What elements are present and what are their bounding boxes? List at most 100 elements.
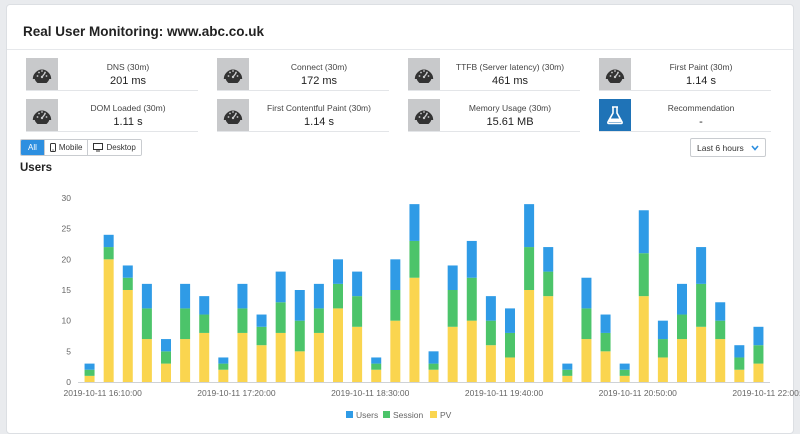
bar-pv[interactable] — [199, 332, 210, 382]
bar-session[interactable] — [505, 332, 515, 358]
bar-session[interactable] — [237, 308, 248, 333]
bar-session[interactable] — [524, 247, 535, 290]
bar-session[interactable] — [199, 314, 210, 333]
bar-session[interactable] — [371, 363, 382, 370]
bar-session[interactable] — [638, 253, 649, 297]
bar-pv[interactable] — [734, 369, 745, 382]
bar-pv[interactable] — [466, 320, 477, 382]
bar-users[interactable] — [218, 357, 229, 364]
bar-pv[interactable] — [505, 357, 515, 382]
filter-mobile-button[interactable]: Mobile — [43, 140, 88, 155]
bar-users[interactable] — [180, 283, 191, 309]
bar-pv[interactable] — [84, 375, 95, 382]
bar-session[interactable] — [180, 308, 191, 340]
bar-users[interactable] — [371, 357, 382, 364]
bar-session[interactable] — [313, 308, 324, 333]
bar-session[interactable] — [696, 283, 707, 327]
bar-users[interactable] — [428, 351, 439, 364]
bar-pv[interactable] — [275, 332, 286, 382]
bar-users[interactable] — [333, 259, 343, 284]
bar-pv[interactable] — [180, 339, 191, 382]
bar-users[interactable] — [199, 296, 210, 315]
bar-users[interactable] — [141, 283, 152, 309]
bar-users[interactable] — [275, 271, 286, 303]
bar-session[interactable] — [161, 351, 171, 364]
bar-session[interactable] — [103, 247, 114, 260]
bar-users[interactable] — [734, 345, 745, 358]
bar-users[interactable] — [562, 363, 573, 370]
bar-pv[interactable] — [390, 320, 401, 382]
bar-pv[interactable] — [600, 351, 611, 382]
bar-pv[interactable] — [256, 345, 267, 382]
bar-pv[interactable] — [715, 339, 726, 382]
bar-pv[interactable] — [313, 332, 324, 382]
filter-desktop-button[interactable]: Desktop — [87, 140, 141, 155]
bar-session[interactable] — [677, 314, 687, 340]
bar-users[interactable] — [161, 339, 171, 352]
bar-session[interactable] — [390, 290, 401, 321]
bar-session[interactable] — [122, 277, 133, 290]
bar-pv[interactable] — [753, 363, 764, 382]
bar-pv[interactable] — [447, 326, 458, 382]
bar-session[interactable] — [447, 290, 458, 327]
bar-pv[interactable] — [485, 345, 496, 382]
bar-session[interactable] — [600, 332, 611, 352]
bar-users[interactable] — [505, 308, 515, 333]
bar-users[interactable] — [485, 296, 496, 321]
bar-users[interactable] — [103, 234, 114, 248]
bar-session[interactable] — [619, 369, 630, 376]
bar-session[interactable] — [715, 320, 726, 340]
bar-session[interactable] — [428, 363, 439, 370]
bar-users[interactable] — [409, 204, 420, 241]
bar-pv[interactable] — [696, 326, 707, 382]
legend-label[interactable]: Session — [393, 410, 424, 420]
bar-pv[interactable] — [103, 259, 114, 382]
bar-users[interactable] — [543, 247, 554, 272]
bar-session[interactable] — [657, 339, 668, 358]
bar-users[interactable] — [657, 320, 668, 340]
bar-users[interactable] — [294, 290, 305, 321]
bar-pv[interactable] — [122, 290, 133, 382]
bar-session[interactable] — [275, 302, 286, 333]
bar-users[interactable] — [619, 363, 630, 370]
bar-pv[interactable] — [524, 290, 535, 382]
bar-users[interactable] — [466, 240, 477, 278]
bar-users[interactable] — [237, 283, 248, 309]
bar-users[interactable] — [447, 265, 458, 290]
time-range-select[interactable]: Last 6 hours — [690, 138, 766, 157]
bar-users[interactable] — [638, 210, 649, 254]
bar-users[interactable] — [753, 326, 764, 346]
bar-pv[interactable] — [638, 296, 649, 382]
bar-pv[interactable] — [409, 277, 420, 382]
bar-users[interactable] — [352, 271, 363, 297]
bar-users[interactable] — [677, 283, 687, 315]
bar-session[interactable] — [141, 308, 152, 340]
bar-pv[interactable] — [677, 339, 687, 382]
legend-label[interactable]: PV — [440, 410, 452, 420]
bar-pv[interactable] — [352, 326, 363, 382]
bar-pv[interactable] — [619, 375, 630, 382]
bar-users[interactable] — [256, 314, 267, 327]
bar-session[interactable] — [409, 240, 420, 278]
bar-session[interactable] — [333, 283, 343, 309]
bar-users[interactable] — [600, 314, 611, 333]
bar-session[interactable] — [218, 363, 229, 370]
bar-session[interactable] — [84, 369, 95, 376]
bar-session[interactable] — [256, 326, 267, 346]
bar-session[interactable] — [734, 357, 745, 370]
bar-pv[interactable] — [581, 339, 592, 382]
bar-users[interactable] — [524, 204, 535, 248]
bar-pv[interactable] — [161, 363, 171, 382]
bar-pv[interactable] — [543, 296, 554, 382]
bar-users[interactable] — [313, 283, 324, 309]
bar-users[interactable] — [122, 265, 133, 278]
bar-pv[interactable] — [428, 369, 439, 382]
bar-pv[interactable] — [294, 351, 305, 382]
bar-pv[interactable] — [141, 339, 152, 382]
bar-session[interactable] — [543, 271, 554, 297]
bar-session[interactable] — [466, 277, 477, 321]
bar-session[interactable] — [485, 320, 496, 346]
bar-users[interactable] — [696, 247, 707, 284]
bar-session[interactable] — [581, 308, 592, 340]
bar-users[interactable] — [84, 363, 95, 370]
